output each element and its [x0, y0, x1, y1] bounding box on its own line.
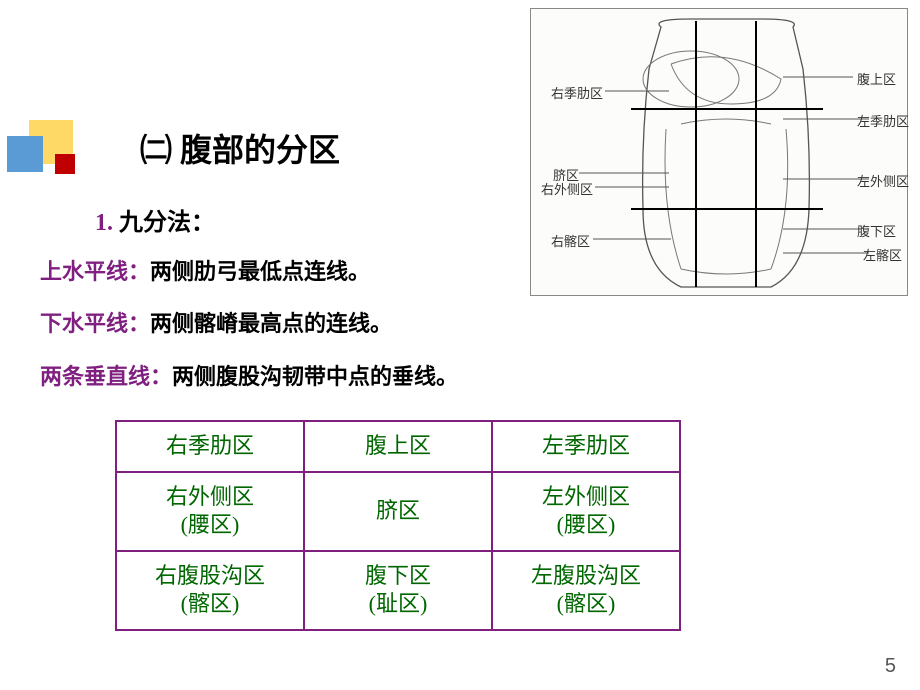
grid-cell: 左外侧区(腰区) [492, 472, 680, 551]
anatomy-svg [531, 9, 909, 297]
slide-title: ㈡ 腹部的分区 [140, 125, 340, 171]
logo-square-red [55, 154, 75, 174]
slide: ㈡ 腹部的分区 1. 九分法： 上水平线：两侧肋弓最低点连线。 下水平线：两侧髂… [0, 0, 920, 690]
grid-cell: 左腹股沟区(髂区) [492, 551, 680, 630]
fig-label: 右髂区 [551, 231, 590, 250]
anatomy-figure: 右季肋区 脐区 右外侧区 右髂区 腹上区 左季肋区 左外侧区 腹下区 左髂区 [530, 8, 908, 296]
def-label: 两条垂直线： [40, 364, 172, 389]
grid-cell: 右季肋区 [116, 421, 304, 472]
grid-cell: 腹下区(耻区) [304, 551, 492, 630]
grid-cell: 脐区 [304, 472, 492, 551]
grid-cell: 右外侧区(腰区) [116, 472, 304, 551]
def-text: 两侧肋弓最低点连线。 [150, 259, 370, 284]
fig-label: 左季肋区 [857, 111, 909, 130]
fig-label: 左髂区 [863, 245, 902, 264]
fig-label: 左外侧区 [857, 171, 909, 190]
region-grid: 右季肋区 腹上区 左季肋区 右外侧区(腰区) 脐区 左外侧区(腰区) 右腹股沟区… [115, 420, 681, 631]
def-label: 上水平线： [40, 259, 150, 284]
subtitle-text: 九分法： [119, 210, 215, 236]
page-number: 5 [885, 655, 896, 678]
definitions: 上水平线：两侧肋弓最低点连线。 下水平线：两侧髂嵴最高点的连线。 两条垂直线：两… [40, 248, 458, 405]
subtitle-number: 1. [95, 210, 119, 236]
def-label: 下水平线： [40, 311, 150, 336]
grid-cell: 右腹股沟区(髂区) [116, 551, 304, 630]
fig-label: 腹下区 [857, 221, 896, 240]
def-row: 上水平线：两侧肋弓最低点连线。 [40, 248, 458, 296]
grid-cell: 左季肋区 [492, 421, 680, 472]
def-row: 两条垂直线：两侧腹股沟韧带中点的垂线。 [40, 353, 458, 401]
def-row: 下水平线：两侧髂嵴最高点的连线。 [40, 300, 458, 348]
grid-cell: 腹上区 [304, 421, 492, 472]
logo-square-blue [7, 136, 43, 172]
subtitle: 1. 九分法： [95, 202, 215, 237]
def-text: 两侧髂嵴最高点的连线。 [150, 311, 392, 336]
fig-label: 腹上区 [857, 69, 896, 88]
def-text: 两侧腹股沟韧带中点的垂线。 [172, 364, 458, 389]
fig-label: 右季肋区 [551, 83, 603, 102]
fig-label: 右外侧区 [541, 179, 593, 198]
